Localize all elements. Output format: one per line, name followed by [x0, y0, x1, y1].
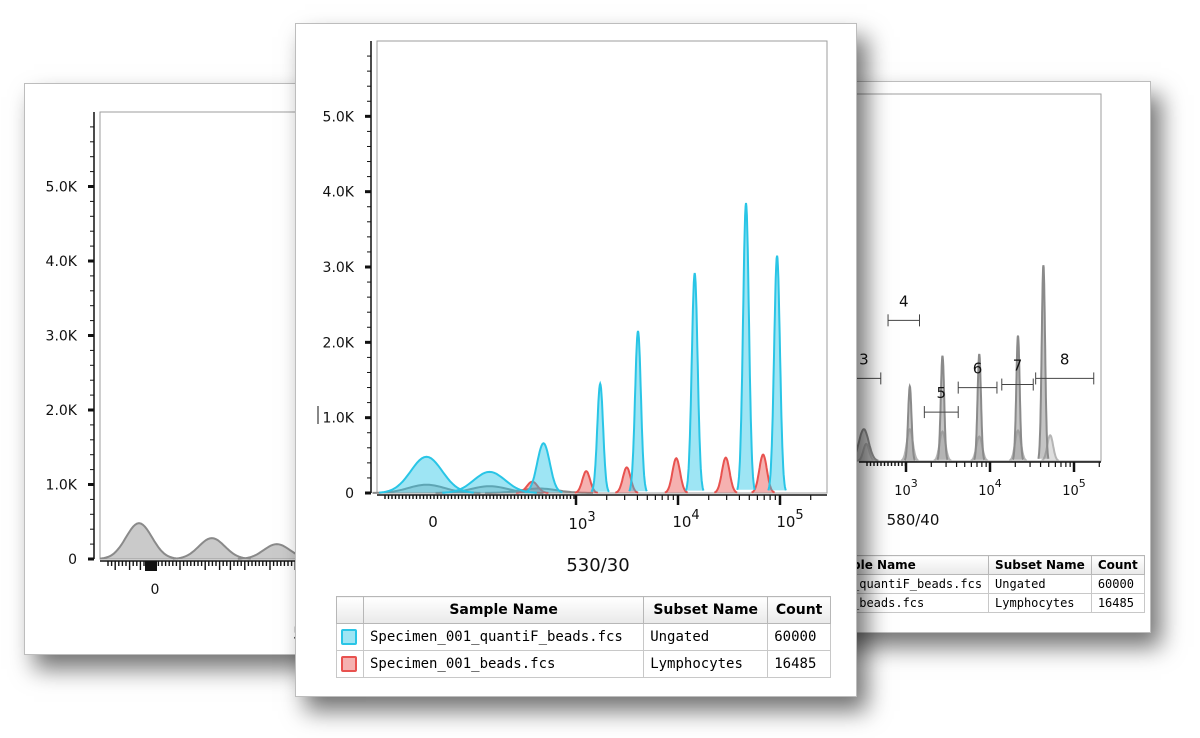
center-y-tick-label: 3.0K — [323, 260, 355, 276]
right-legend-header: ple Name Subset Name Count — [844, 555, 1145, 575]
right-x-tick-label: 104 — [978, 477, 1002, 499]
left-gray-peak-line — [99, 522, 179, 560]
center-gray-peak-line — [372, 483, 481, 494]
center-legend-table: Sample Name Subset Name Count Specimen_0… — [336, 596, 831, 678]
left-x-tick-label: 0 — [151, 582, 160, 598]
center-y-tick-label: 4.0K — [323, 185, 355, 201]
center-cyan-peak-fill — [379, 456, 474, 493]
right-gray-peak-line — [973, 353, 986, 461]
center-x-tick-label: 105 — [776, 508, 803, 531]
right-plot-svg: 3 4 5 6 7 8 103 104 105 580/40 — [827, 93, 1102, 529]
right-gate-label: 4 — [899, 292, 909, 310]
right-gate-label: 6 — [973, 360, 983, 378]
left-gray-peak-fill — [172, 538, 251, 559]
center-red-peak-line — [751, 453, 776, 494]
center-header-color — [336, 596, 364, 624]
center-row-sample: Specimen_001_beads.fcs — [362, 650, 645, 678]
right-gate-label: 5 — [937, 384, 947, 402]
center-row-sample: Specimen_001_quantiF_beads.fcs — [362, 623, 645, 651]
right-header-count: Count — [1090, 555, 1145, 575]
right-row-subset: Lymphocytes — [988, 593, 1092, 613]
center-row-count: 16485 — [767, 650, 831, 678]
right-x-tick-label: 105 — [1062, 477, 1086, 499]
center-y-tick-label: 2.0K — [323, 335, 355, 351]
right-row-count: 60000 — [1090, 574, 1145, 594]
center-x-tick-label: 104 — [672, 508, 699, 531]
left-gray-peak-fill — [100, 523, 178, 559]
right-gray-peak-line — [1011, 335, 1025, 460]
center-legend-header: Sample Name Subset Name Count — [336, 596, 831, 624]
left-y-tick-label: 4.0K — [46, 254, 78, 270]
center-cyan-peak-line — [628, 330, 648, 492]
legend-swatch-cell — [336, 623, 364, 651]
center-x-tick-label: 103 — [568, 510, 595, 533]
table-row[interactable]: _beads.fcs Lymphocytes 16485 — [844, 593, 1145, 613]
left-y-tick-label: 0 — [68, 552, 77, 568]
center-y-tick-label: 5.0K — [323, 109, 355, 125]
right-x-axis-title: 580/40 — [887, 511, 940, 529]
center-cyan-peak-line — [767, 255, 787, 491]
left-gray-peak-line — [172, 537, 251, 560]
right-header-subset: Subset Name — [988, 555, 1092, 575]
left-y-tick-label: 3.0K — [46, 329, 78, 345]
right-gray-peak-line — [1037, 265, 1050, 460]
center-cyan-peak-line — [442, 470, 537, 494]
right-x-tick-label: 103 — [894, 477, 918, 499]
right-plot-frame — [827, 93, 1102, 462]
table-row[interactable]: _quantiF_beads.fcs Ungated 60000 — [844, 574, 1145, 594]
right-row-sample: _beads.fcs — [844, 593, 990, 613]
center-red-peak-line — [664, 457, 689, 494]
right-plot-card: 3 4 5 6 7 8 103 104 105 580/40 ple Name Subset Na… — [826, 81, 1151, 633]
center-row-subset: Lymphocytes — [643, 650, 769, 678]
center-plot-card: 0 1.0K 2.0K 3.0K 4.0K 5.0K 0 103 104 105 530/30 Sa… — [295, 23, 857, 697]
center-x-tick-label: 0 — [428, 513, 438, 531]
center-red-peak-line — [615, 466, 639, 494]
center-plot-svg: 0 1.0K 2.0K 3.0K 4.0K 5.0K 0 103 104 105 530/30 — [317, 40, 828, 576]
right-legend-table: ple Name Subset Name Count _quantiF_bead… — [844, 555, 1145, 613]
center-cyan-peak-line — [590, 380, 610, 493]
center-cyan-peak-line — [379, 455, 474, 494]
center-cyan-peak-fill — [442, 471, 537, 493]
right-row-subset: Ungated — [988, 574, 1092, 594]
center-x-axis-title: 530/30 — [566, 555, 629, 576]
center-row-count: 60000 — [767, 623, 831, 651]
red-swatch-icon — [341, 656, 357, 672]
center-header-subset: Subset Name — [643, 596, 769, 624]
right-gate-label: 8 — [1060, 350, 1070, 368]
right-gate-label: 3 — [859, 350, 869, 368]
cyan-swatch-icon — [341, 629, 357, 645]
center-y-tick-label: 0 — [345, 486, 354, 502]
right-header-sample: ple Name — [844, 555, 990, 575]
center-y-tick-label: 1.0K — [323, 411, 355, 427]
table-row[interactable]: Specimen_001_beads.fcs Lymphocytes 16485 — [336, 650, 831, 678]
right-row-sample: _quantiF_beads.fcs — [844, 574, 990, 594]
left-x-zero-cluster — [145, 561, 157, 571]
right-gray-peak-line — [903, 383, 916, 461]
center-header-count: Count — [767, 596, 831, 624]
left-y-tick-label: 5.0K — [46, 180, 78, 196]
center-header-sample: Sample Name — [362, 596, 645, 624]
legend-swatch-cell — [336, 650, 364, 678]
center-row-subset: Ungated — [643, 623, 769, 651]
center-cyan-peak-line — [736, 202, 756, 491]
center-red-peak-line — [713, 456, 738, 494]
table-row[interactable]: Specimen_001_quantiF_beads.fcs Ungated 6… — [336, 623, 831, 651]
left-y-tick-label: 1.0K — [46, 478, 78, 494]
center-red-peak-line — [574, 470, 599, 494]
center-cyan-peak-line — [684, 272, 705, 491]
center-cyan-peak-line — [524, 442, 563, 494]
right-row-count: 16485 — [1090, 593, 1145, 613]
left-y-tick-label: 2.0K — [46, 403, 78, 419]
right-gate-label: 7 — [1013, 357, 1023, 375]
right-gray-peak-line — [936, 355, 949, 461]
